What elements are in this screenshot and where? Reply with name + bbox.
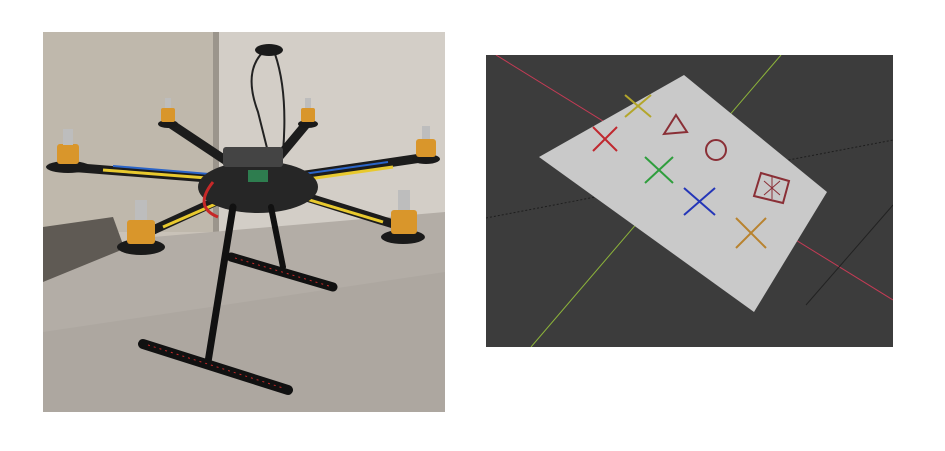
gps-cable-2 <box>274 53 286 153</box>
marker-circle <box>705 139 727 161</box>
viewport-render <box>486 55 893 347</box>
marker-boxed-star <box>752 171 791 205</box>
marker-cross-yellow <box>624 94 652 118</box>
marker-cross-orange <box>735 217 767 249</box>
grid-line <box>486 139 893 219</box>
red-wire <box>202 181 219 219</box>
wall-seam <box>213 32 219 232</box>
center-frame <box>198 161 318 213</box>
gps-antenna <box>255 44 283 56</box>
power-module <box>248 170 268 182</box>
grid-line-2 <box>805 204 893 306</box>
marker-triangle <box>662 113 689 136</box>
viewport-illustration <box>486 55 893 347</box>
gps-cable <box>250 51 269 153</box>
markers <box>592 94 791 249</box>
marker-cross-red <box>592 126 618 152</box>
concrete-shade <box>43 272 445 412</box>
motors <box>46 98 440 255</box>
marker-cross-green <box>644 156 674 184</box>
gear-foam-texture <box>147 257 330 389</box>
drone-photo <box>43 32 445 412</box>
drone-photo-illustration <box>43 32 445 412</box>
marker-cross-blue <box>683 187 716 216</box>
flight-controller <box>223 147 283 167</box>
